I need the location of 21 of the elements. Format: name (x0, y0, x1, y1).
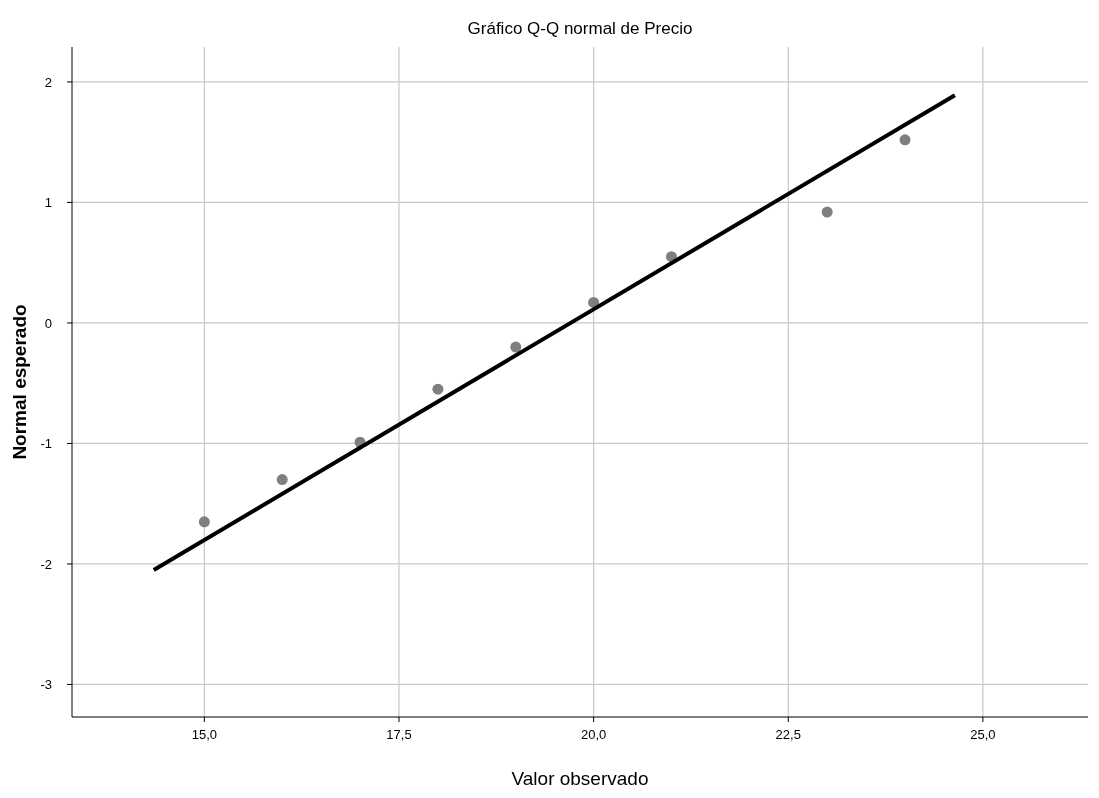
point (198, 516, 210, 528)
y-tick-label: 2 (44, 74, 52, 90)
y-tick-label: -1 (40, 436, 52, 452)
point (899, 134, 911, 146)
y-tick-label: 0 (44, 315, 52, 331)
y-tick-label: 1 (44, 195, 52, 211)
point (588, 296, 600, 308)
x-tick-label: 22,5 (775, 727, 801, 742)
x-tick-label: 20,0 (580, 727, 607, 742)
point (510, 341, 522, 353)
chart-title: Gráfico Q-Q normal de Precio (467, 19, 693, 38)
point (276, 474, 288, 486)
y-tick-label: -3 (40, 677, 52, 693)
y-axis-title: Normal esperado (9, 304, 30, 460)
point (432, 383, 444, 395)
point (821, 206, 833, 218)
x-tick-label: 15,0 (191, 727, 218, 742)
y-tick-label: -2 (40, 556, 52, 572)
x-tick-label: 17,5 (386, 727, 412, 742)
x-tick-label: 25,0 (970, 727, 996, 742)
x-axis-title: Valor observado (511, 768, 649, 789)
